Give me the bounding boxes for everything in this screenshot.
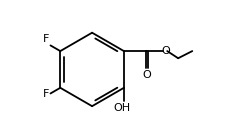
Text: O: O [161, 46, 170, 56]
Text: O: O [142, 70, 151, 80]
Text: OH: OH [113, 103, 131, 113]
Text: F: F [43, 35, 50, 45]
Text: F: F [43, 89, 50, 99]
